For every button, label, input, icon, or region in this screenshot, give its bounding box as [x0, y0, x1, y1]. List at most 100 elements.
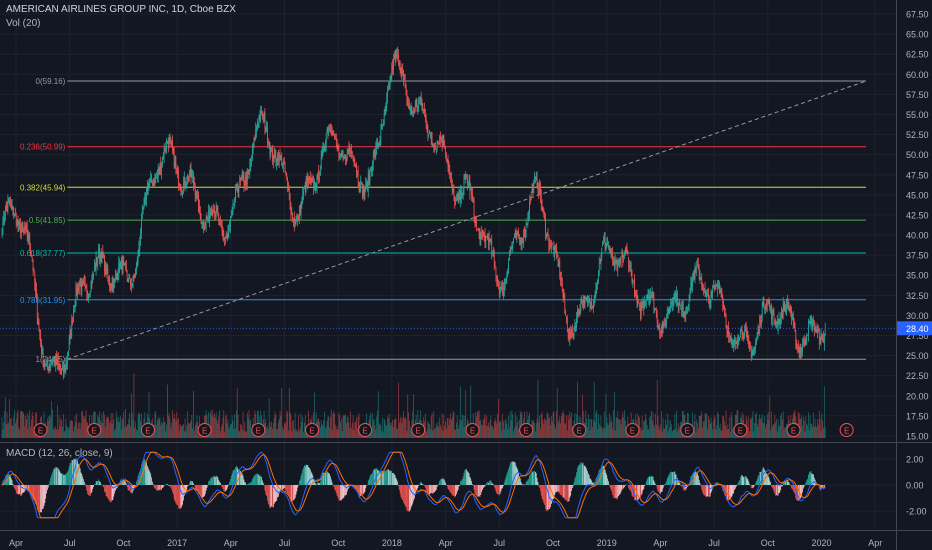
volume-bar — [23, 413, 25, 438]
macd-histogram-bar — [591, 480, 593, 485]
macd-histogram-bar — [164, 484, 166, 486]
macd-histogram-bar — [206, 485, 208, 488]
macd-histogram-bar — [422, 484, 424, 485]
macd-histogram-bar — [375, 468, 377, 485]
macd-histogram-bar — [665, 483, 666, 485]
macd-histogram-bar — [431, 485, 433, 494]
macd-histogram-bar — [442, 477, 444, 485]
macd-histogram-bar — [252, 478, 254, 485]
volume-bar — [57, 404, 58, 438]
volume-bar — [750, 418, 752, 438]
volume-bar — [817, 419, 819, 438]
volume-legend[interactable]: Vol (20) — [6, 18, 41, 29]
candle-body — [55, 356, 57, 367]
volume-bar — [591, 419, 593, 438]
candle-body — [147, 185, 149, 195]
macd-histogram-bar — [532, 472, 534, 485]
volume-bar — [377, 391, 379, 438]
volume-bar — [672, 429, 674, 438]
volume-bar — [721, 430, 723, 438]
candle-body — [601, 248, 603, 258]
macd-legend[interactable]: MACD (12, 26, close, 9) — [6, 448, 113, 459]
volume-bar — [712, 429, 714, 438]
candle-body — [336, 142, 338, 149]
volume-bar — [822, 420, 824, 438]
candle-body — [139, 242, 141, 250]
trend-line[interactable] — [67, 80, 867, 360]
candle-body — [747, 337, 749, 339]
volume-bar — [805, 416, 807, 438]
candle-body — [63, 366, 65, 372]
macd-histogram-bar — [4, 478, 5, 485]
macd-histogram-bar — [194, 485, 196, 489]
volume-bar — [501, 430, 503, 438]
volume-bar — [786, 423, 787, 438]
earnings-marker — [251, 423, 266, 437]
macd-histogram-bar — [221, 485, 223, 488]
earnings-marker — [87, 423, 102, 437]
macd-histogram-bar — [36, 485, 38, 510]
macd-histogram-bar — [199, 485, 200, 495]
macd-histogram-bar — [737, 483, 739, 485]
candle-body — [399, 63, 401, 68]
volume-bar — [333, 410, 335, 438]
candle-body — [155, 177, 157, 180]
volume-bar — [326, 420, 328, 438]
candle-body — [293, 218, 294, 223]
macd-histogram-bar — [641, 485, 643, 494]
candle-body — [263, 115, 265, 116]
volume-bar — [193, 430, 195, 438]
candle-body — [278, 155, 279, 165]
candle-body — [734, 337, 735, 346]
candle-body — [564, 298, 566, 311]
macd-histogram-bar — [413, 485, 414, 501]
volume-bar — [767, 420, 769, 438]
volume-bar — [697, 422, 698, 438]
volume-bar — [617, 410, 619, 438]
macd-histogram-bar — [125, 483, 127, 485]
candle-body — [408, 103, 409, 107]
macd-histogram-bar — [309, 469, 311, 485]
candle-body — [207, 219, 209, 220]
candle-body — [79, 283, 81, 286]
volume-bar — [777, 419, 779, 438]
candle-body — [574, 326, 576, 330]
candle-body — [653, 295, 655, 310]
macd-histogram-bar — [598, 472, 599, 485]
volume-bar — [406, 430, 408, 438]
candle-body — [309, 176, 310, 182]
volume-bar — [571, 412, 572, 438]
volume-bar — [120, 429, 122, 438]
macd-histogram-bar — [524, 484, 525, 486]
macd-histogram-bar — [90, 485, 92, 494]
macd-histogram-bar — [343, 485, 345, 498]
fibonacci-levels[interactable]: 0(59.16)0.236(50.99)0.382(45.94)0.5(41.8… — [20, 77, 866, 364]
macd-histogram-bar — [102, 485, 104, 487]
candle-body — [293, 218, 295, 225]
volume-bar — [758, 418, 760, 438]
volume-bar — [585, 410, 587, 438]
macd-histogram-bar — [58, 469, 60, 485]
macd-histogram-bar — [180, 485, 182, 509]
volume-bar — [508, 427, 510, 438]
macd-histogram-bar — [374, 469, 376, 485]
candle-body — [66, 361, 68, 364]
candle-body — [175, 162, 177, 169]
macd-histogram-bar — [403, 485, 404, 503]
volume-bar — [65, 418, 67, 438]
macd-histogram-bar — [698, 480, 700, 485]
volume-bar — [586, 418, 588, 438]
volume-bar — [30, 426, 31, 438]
macd-histogram-bar — [361, 485, 363, 496]
candle-body — [388, 87, 389, 90]
macd-histogram-bar — [812, 474, 813, 485]
candle-body — [217, 212, 219, 214]
earnings-marker-label: E — [145, 427, 150, 436]
macd-histogram-bar — [677, 481, 679, 485]
price-tick-label: 17.50 — [906, 411, 929, 421]
macd-histogram-bar — [94, 483, 96, 485]
macd-histogram-bar — [514, 462, 516, 485]
symbol-legend[interactable]: AMERICAN AIRLINES GROUP INC, 1D, Cboe BZ… — [6, 4, 236, 15]
